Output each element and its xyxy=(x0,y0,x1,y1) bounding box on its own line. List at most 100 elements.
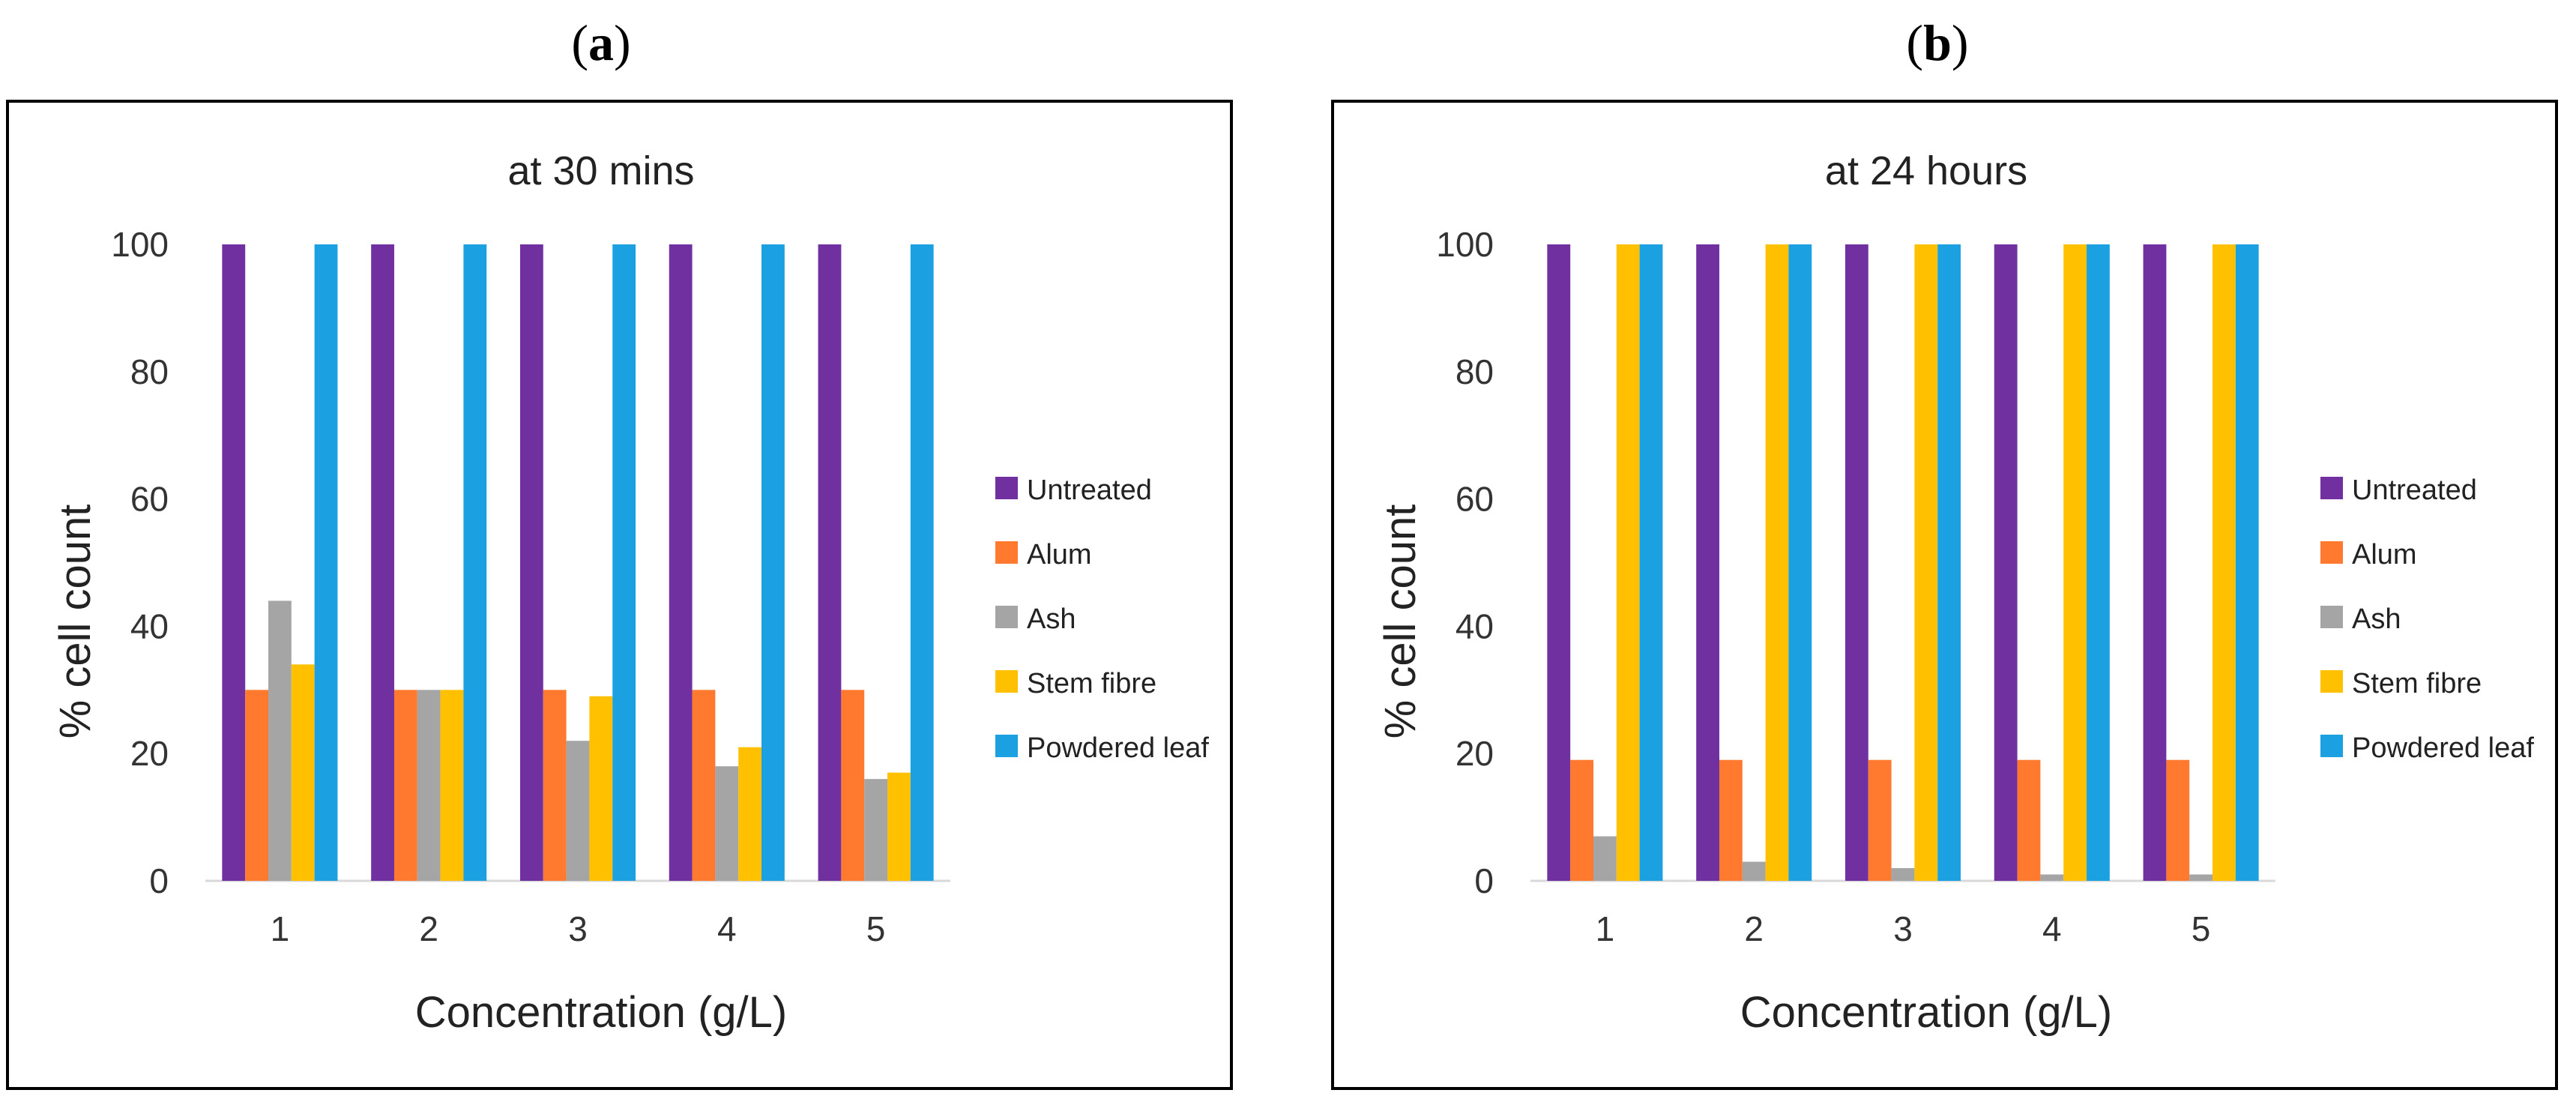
chart-a-bar xyxy=(566,741,590,881)
chart-b-bar xyxy=(1696,244,1719,881)
chart-a-legend: Untreated Alum Ash Stem fibre Powdered leaf xyxy=(995,475,1209,764)
chart-b-y-axis-title: % cell count xyxy=(1376,505,1425,739)
chart-b-x-ticks: 1 2 3 4 5 xyxy=(1596,909,2211,948)
chart-b-bar xyxy=(1914,244,1938,881)
chart-b-bar xyxy=(2017,759,2041,881)
chart-a-legend-swatch xyxy=(995,541,1018,564)
chart-a-bar xyxy=(463,244,487,881)
chart-b-y-tick-label: 60 xyxy=(1456,480,1494,519)
chart-a-bar xyxy=(314,244,338,881)
chart-a-bar xyxy=(818,244,842,881)
chart-a-bar xyxy=(417,690,441,881)
chart-a-y-axis-title: % cell count xyxy=(51,505,100,739)
chart-a-x-tick-label: 2 xyxy=(419,909,438,948)
chart-b-x-tick-label: 3 xyxy=(1893,909,1913,948)
chart-b-bar xyxy=(1891,868,1915,881)
chart-a-y-tick-label: 40 xyxy=(130,606,169,645)
panel-a-label: (a) xyxy=(571,14,630,71)
chart-b-bar xyxy=(2040,874,2064,881)
chart-b-bar xyxy=(1994,244,2018,881)
chart-a-legend-label: Alum xyxy=(1027,539,1092,570)
chart-b-x-axis-title: Concentration (g/L) xyxy=(1740,988,2112,1037)
chart-a-bar xyxy=(761,244,785,881)
chart-a-y-tick-label: 0 xyxy=(149,861,169,900)
chart-b-legend-swatch xyxy=(2320,670,2343,693)
chart-b-bar xyxy=(2087,244,2110,881)
chart-b-bar xyxy=(1868,759,1892,881)
chart-a-bar xyxy=(692,690,716,881)
chart-a-bar xyxy=(715,766,739,881)
chart-a-legend-swatch xyxy=(995,477,1018,499)
chart-b-legend-swatch xyxy=(2320,735,2343,757)
chart-b-x-tick-label: 4 xyxy=(2042,909,2062,948)
chart-b-legend-label: Powdered leaf xyxy=(2352,732,2534,764)
chart-b-bar xyxy=(2063,244,2087,881)
chart-b-legend-swatch xyxy=(2320,541,2343,564)
chart-b-y-tick-label: 20 xyxy=(1456,734,1494,773)
chart-a-legend-label: Ash xyxy=(1027,603,1076,635)
chart-a-legend-label: Stem fibre xyxy=(1027,668,1156,699)
chart-a-bar xyxy=(669,244,693,881)
chart-b-bar xyxy=(1844,244,1868,881)
panel-b: (b) at 24 hours Concentration (g/L) % ce… xyxy=(1331,14,2558,1090)
chart-b-legend-label: Stem fibre xyxy=(2352,668,2482,699)
chart-a-bar xyxy=(841,690,865,881)
chart-b-bar xyxy=(2235,244,2259,881)
chart-b-legend: Untreated Alum Ash Stem fibre Powdered leaf xyxy=(2320,475,2534,764)
chart-b-y-tick-label: 0 xyxy=(1474,861,1494,900)
chart-b-bar xyxy=(1593,836,1617,881)
chart-a-bar xyxy=(291,664,315,881)
chart-b-bar xyxy=(1765,244,1789,881)
chart-a-y-tick-label: 20 xyxy=(130,734,169,773)
chart-a-y-tick-label: 80 xyxy=(130,352,169,391)
chart-a-bars xyxy=(222,244,934,881)
chart-a-bar xyxy=(612,244,636,881)
chart-b-legend-label: Ash xyxy=(2352,603,2401,635)
chart-a-bar xyxy=(371,244,394,881)
chart-a-bar xyxy=(222,244,246,881)
chart-b-title: at 24 hours xyxy=(1825,148,2027,193)
chart-b-bar xyxy=(1742,861,1766,881)
chart-b-bar xyxy=(1547,244,1571,881)
chart-a-y-ticks: 0 20 40 60 80 100 xyxy=(111,225,169,900)
chart-a-bar xyxy=(864,779,888,881)
chart-a-bar xyxy=(887,772,911,881)
chart-a-y-tick-label: 100 xyxy=(111,225,169,264)
chart-a-bar xyxy=(910,244,934,881)
chart-a-bar xyxy=(589,696,613,881)
chart-a-bar xyxy=(519,244,543,881)
chart-a-legend-label: Powdered leaf xyxy=(1027,732,1209,764)
chart-a-legend-label: Untreated xyxy=(1027,475,1152,506)
chart-b-legend-swatch xyxy=(2320,477,2343,499)
chart-a-x-tick-label: 4 xyxy=(717,909,737,948)
panel-a: (a) at 30 mins Concentration (g/L) % cel… xyxy=(6,14,1233,1090)
chart-a-bar xyxy=(245,690,268,881)
chart-b-y-ticks: 0 20 40 60 80 100 xyxy=(1436,225,1494,900)
chart-a-x-ticks: 1 2 3 4 5 xyxy=(271,909,886,948)
chart-a-legend-swatch xyxy=(995,606,1018,628)
chart-a-bar xyxy=(268,600,292,881)
chart-b-y-tick-label: 40 xyxy=(1456,606,1494,645)
chart-b-legend-swatch xyxy=(2320,606,2343,628)
chart-b-y-tick-label: 100 xyxy=(1436,225,1494,264)
chart-a-legend-swatch xyxy=(995,670,1018,693)
chart-b-x-tick-label: 5 xyxy=(2192,909,2211,948)
chart-a-x-tick-label: 5 xyxy=(866,909,886,948)
chart-b-bar xyxy=(2166,759,2190,881)
chart-a-x-axis-title: Concentration (g/L) xyxy=(415,988,787,1037)
chart-b-legend-label: Alum xyxy=(2352,539,2417,570)
chart-b-bar xyxy=(1937,244,1961,881)
chart-a-x-tick-label: 1 xyxy=(271,909,290,948)
chart-b-bar xyxy=(1719,759,1743,881)
chart-b-legend-label: Untreated xyxy=(2352,475,2477,506)
chart-b-bar xyxy=(1570,759,1593,881)
chart-b-bar xyxy=(2212,244,2236,881)
chart-a-bar xyxy=(738,747,762,881)
chart-a-y-tick-label: 60 xyxy=(130,480,169,519)
chart-b-bar xyxy=(1788,244,1812,881)
chart-b-x-tick-label: 2 xyxy=(1744,909,1764,948)
chart-a-title: at 30 mins xyxy=(507,148,694,193)
chart-b-x-tick-label: 1 xyxy=(1596,909,1615,948)
